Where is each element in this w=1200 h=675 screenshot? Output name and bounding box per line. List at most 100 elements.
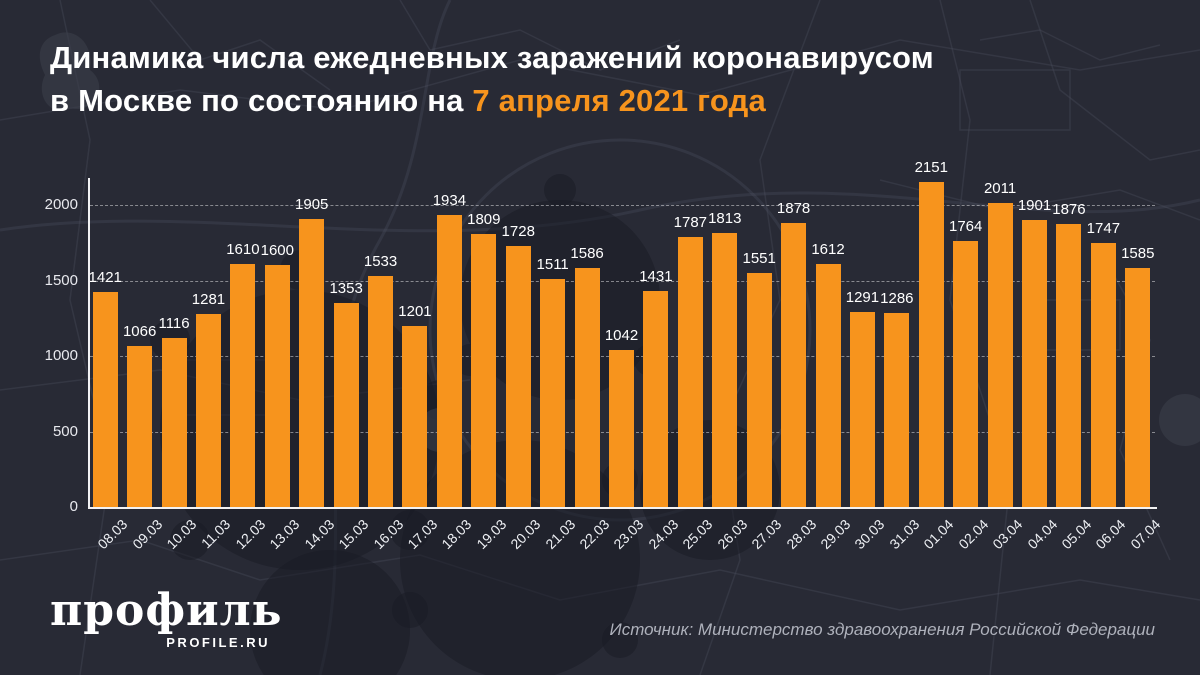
x-axis-line	[88, 507, 1157, 509]
bar-value-16.03: 1533	[363, 253, 398, 270]
bar-value-24.03: 1431	[639, 268, 673, 285]
bar-09.03	[127, 346, 153, 507]
bar-24.03	[643, 291, 669, 507]
x-axis-tick-23.03: 23.03	[610, 516, 647, 553]
bar-11.03	[195, 314, 221, 507]
y-axis-tick-1500: 1500	[44, 271, 78, 289]
bar-07.04	[1125, 268, 1151, 507]
x-axis-tick-06.04: 06.04	[1092, 516, 1129, 553]
bar-value-22.03: 1586	[570, 245, 604, 262]
x-axis-tick-24.03: 24.03	[645, 516, 682, 553]
x-axis-tick-31.03: 31.03	[886, 516, 923, 553]
x-axis-tick-17.03: 17.03	[404, 516, 441, 553]
bar-value-10.03: 1116	[158, 315, 190, 332]
x-axis-tick-19.03: 19.03	[473, 516, 510, 553]
x-axis-tick-22.03: 22.03	[576, 516, 613, 553]
bar-value-05.04: 1876	[1052, 201, 1086, 218]
bar-value-14.03: 1905	[295, 196, 329, 213]
title-line2: в Москве по состоянию на 7 апреля 2021 г…	[50, 79, 1160, 122]
y-axis-tick-1000: 1000	[44, 347, 78, 364]
bar-12.03	[230, 264, 256, 507]
bar-31.03	[884, 313, 910, 507]
bar-14.03	[299, 219, 325, 507]
x-axis-tick-29.03: 29.03	[817, 516, 854, 553]
bar-27.03	[746, 273, 772, 507]
x-axis-tick-02.04: 02.04	[954, 516, 992, 553]
y-axis-line	[88, 178, 90, 509]
x-axis-tick-11.03: 11.03	[198, 516, 234, 552]
x-axis-tick-08.03: 08.03	[94, 516, 131, 553]
bar-04.04	[1022, 220, 1048, 507]
x-axis-tick-12.03: 12.03	[232, 516, 269, 553]
bar-21.03	[540, 279, 566, 507]
x-axis-tick-16.03: 16.03	[369, 516, 406, 553]
bar-02.04	[953, 241, 979, 507]
bar-value-28.03: 1878	[776, 200, 811, 217]
x-axis-tick-25.03: 25.03	[679, 516, 716, 553]
bar-23.03	[609, 350, 634, 507]
x-axis-tick-15.03: 15.03	[335, 516, 372, 553]
x-axis-tick-04.04: 04.04	[1023, 516, 1060, 553]
x-axis-tick-14.03: 14.03	[300, 516, 338, 553]
bar-value-02.04: 1764	[949, 218, 983, 235]
x-axis-tick-13.03: 13.03	[266, 516, 303, 553]
bar-value-13.03: 1600	[260, 242, 294, 259]
bar-29.03	[815, 264, 841, 507]
bar-03.04	[987, 203, 1013, 507]
bar-value-06.04: 1747	[1086, 220, 1121, 237]
bar-value-03.04: 2011	[983, 180, 1017, 197]
bar-15.03	[333, 303, 359, 507]
bar-28.03	[781, 223, 807, 507]
bar-25.03	[677, 237, 703, 507]
gridline-1500	[90, 280, 1155, 282]
bar-value-31.03: 1286	[880, 290, 914, 307]
x-axis-tick-03.04: 03.04	[989, 516, 1026, 553]
bar-05.04	[1056, 224, 1082, 507]
bar-value-04.04: 1901	[1017, 197, 1052, 214]
x-axis-tick-10.03: 10.03	[163, 516, 200, 553]
x-axis-tick-07.04: 07.04	[1127, 516, 1164, 553]
x-axis-tick-01.04: 01.04	[920, 516, 957, 553]
bar-value-30.03: 1291	[845, 289, 880, 306]
bar-26.03	[712, 233, 738, 507]
y-axis-tick-500: 500	[52, 422, 78, 440]
x-axis-tick-20.03: 20.03	[507, 516, 544, 553]
page-title: Динамика числа ежедневных заражений коро…	[50, 36, 1160, 122]
x-axis-tick-28.03: 28.03	[782, 516, 819, 553]
x-axis-tick-21.03: 21.03	[541, 516, 578, 553]
bar-value-08.03: 1421	[88, 269, 122, 286]
bar-20.03	[505, 246, 531, 507]
bar-13.03	[264, 265, 290, 507]
x-axis-tick-09.03: 09.03	[128, 516, 165, 553]
bar-18.03	[436, 215, 462, 507]
bar-value-15.03: 1353	[329, 280, 363, 297]
bar-value-25.03: 1787	[673, 214, 708, 231]
title-date-accent: 7 апреля 2021 года	[472, 83, 766, 118]
y-axis-tick-0: 0	[69, 498, 78, 515]
bar-10.03	[161, 338, 187, 507]
gridline-2000	[90, 205, 1155, 206]
title-line1: Динамика числа ежедневных заражений коро…	[50, 40, 934, 75]
x-axis-tick-27.03: 27.03	[748, 516, 785, 553]
bar-value-07.04: 1585	[1121, 245, 1155, 262]
bar-19.03	[471, 234, 497, 507]
publisher-logo: профиль PROFILE.RU	[50, 588, 282, 651]
bar-value-19.03: 1809	[467, 211, 501, 228]
bar-value-21.03: 1511	[536, 256, 569, 273]
bar-value-26.03: 1813	[708, 210, 742, 227]
bar-08.03	[92, 292, 118, 507]
bar-01.04	[918, 182, 944, 507]
source-attribution: Источник: Министерство здравоохранения Р…	[609, 620, 1155, 639]
title-line2-prefix: в Москве по состоянию на	[50, 83, 473, 118]
bar-16.03	[368, 276, 394, 507]
logo-domain: PROFILE.RU	[166, 635, 270, 650]
y-axis-tick-2000: 2000	[44, 196, 78, 213]
x-axis-tick-26.03: 26.03	[713, 516, 751, 553]
x-axis-tick-18.03: 18.03	[438, 516, 475, 553]
bar-value-23.03: 1042	[604, 327, 639, 344]
bar-value-11.03: 1281	[191, 291, 226, 308]
bar-value-27.03: 1551	[742, 250, 776, 267]
bar-value-29.03: 1612	[811, 241, 845, 258]
bar-value-01.04: 2151	[914, 159, 948, 176]
